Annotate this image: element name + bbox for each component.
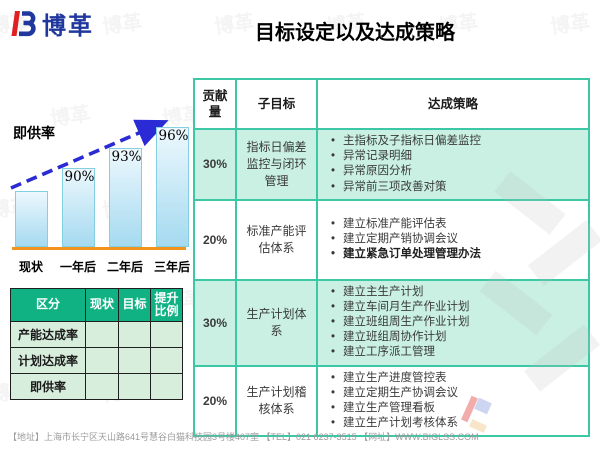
x-axis-label: 三年后 xyxy=(153,260,190,274)
strategy-item: 建立紧急订单处理管理办法 xyxy=(328,247,584,262)
page-title: 目标设定以及达成策略 xyxy=(255,22,455,44)
table-row: 20% 生产计划稽核体系 建立生产进度管控表 建立定期生产协调会议 建立生产管理… xyxy=(193,364,590,438)
summary-cell xyxy=(118,347,151,374)
supply-rate-chart: 即供率 90% 93% 96% 现状 一年后 二年后 三年后 xyxy=(8,115,190,280)
strategy-item: 主指标及子指标日偏差监控 xyxy=(328,134,584,149)
bar-year3: 96% xyxy=(156,127,189,247)
summary-cell xyxy=(150,373,183,400)
bar-value-label: 96% xyxy=(158,128,189,144)
footer-contact: 【地址】上海市长宁区天山路641号慧谷白猫科技园3号楼407室 【TEL】021… xyxy=(8,432,479,442)
summary-col-target: 目标 xyxy=(118,288,151,322)
x-axis-label: 二年后 xyxy=(106,260,143,274)
summary-col-improve: 提升比例 xyxy=(150,288,183,322)
brand-logo: 博革 xyxy=(8,6,94,41)
strategy-list-cell: 主指标及子指标日偏差监控 异常记录明细 异常原因分析 异常前三项改善对策 xyxy=(316,128,590,201)
subgoal-text: 指标日偏差监控与闭环管理 xyxy=(235,128,318,201)
strategy-list-cell: 建立主生产计划 建立车间月生产作业计划 建立班组周生产作业计划 建立班组周协作计… xyxy=(316,278,590,367)
strategy-item: 建立定期生产协调会议 xyxy=(328,386,584,401)
strategy-col-contribution: 贡献量 xyxy=(193,78,237,130)
summary-table: 区分 现状 目标 提升比例 产能达成率 计划达成率 即供率 xyxy=(10,288,183,400)
table-row: 30% 生产计划体系 建立主生产计划 建立车间月生产作业计划 建立班组周生产作业… xyxy=(193,278,590,367)
strategy-col-subgoal: 子目标 xyxy=(235,78,318,130)
strategy-list-cell: 建立标准产能评估表 建立定期产销协调会议 建立紧急订单处理管理办法 xyxy=(316,198,590,281)
summary-cell xyxy=(118,321,151,348)
contribution-value: 20% xyxy=(193,364,237,438)
bar-year2: 93% xyxy=(109,148,142,247)
strategy-item: 异常前三项改善对策 xyxy=(328,180,584,195)
bar-value-label: 93% xyxy=(111,149,142,165)
bar-current xyxy=(15,191,48,247)
summary-cell xyxy=(150,347,183,374)
strategy-item: 异常原因分析 xyxy=(328,164,584,179)
strategy-item: 建立车间月生产作业计划 xyxy=(328,300,584,315)
summary-cell xyxy=(85,347,119,374)
brand-logo-icon xyxy=(8,9,38,39)
strategy-table: 贡献量 子目标 达成策略 30% 指标日偏差监控与闭环管理 主指标及子指标日偏差… xyxy=(193,78,590,438)
subgoal-text: 生产计划体系 xyxy=(235,278,318,367)
x-axis-label: 一年后 xyxy=(59,260,96,274)
summary-cell xyxy=(85,373,119,400)
table-row: 产能达成率 xyxy=(10,321,183,348)
brand-name: 博革 xyxy=(42,13,94,40)
trend-arrow-icon xyxy=(10,119,169,190)
watermark-mark: 博革 xyxy=(101,11,144,39)
chart-baseline xyxy=(12,247,186,250)
bar-year1: 90% xyxy=(62,168,95,247)
table-row: 即供率 xyxy=(10,373,183,400)
contribution-value: 30% xyxy=(193,128,237,201)
watermark-mark: 博革 xyxy=(549,11,592,39)
summary-cell xyxy=(150,321,183,348)
summary-cell xyxy=(118,373,151,400)
contribution-value: 30% xyxy=(193,278,237,367)
strategy-item: 建立工序派工管理 xyxy=(328,345,584,360)
x-axis-label: 现状 xyxy=(18,260,43,274)
summary-row-label: 即供率 xyxy=(10,373,86,400)
strategy-item: 建立生产管理看板 xyxy=(328,401,584,416)
strategy-item: 建立生产计划考核体系 xyxy=(328,416,584,431)
subgoal-text: 生产计划稽核体系 xyxy=(235,364,318,438)
strategy-list-cell: 建立生产进度管控表 建立定期生产协调会议 建立生产管理看板 建立生产计划考核体系 xyxy=(316,364,590,438)
summary-header-row: 区分 现状 目标 提升比例 xyxy=(10,288,183,322)
strategy-item: 建立生产进度管控表 xyxy=(328,371,584,386)
summary-row-label: 计划达成率 xyxy=(10,347,86,374)
summary-cell xyxy=(85,321,119,348)
strategy-item: 建立班组周生产作业计划 xyxy=(328,315,584,330)
chart-title: 即供率 xyxy=(13,125,55,141)
strategy-item: 建立主生产计划 xyxy=(328,285,584,300)
contribution-value: 20% xyxy=(193,198,237,281)
strategy-item: 建立班组周协作计划 xyxy=(328,330,584,345)
strategy-header-row: 贡献量 子目标 达成策略 xyxy=(193,78,590,130)
watermark-mark: 博革 xyxy=(213,11,256,39)
summary-col-current: 现状 xyxy=(85,288,119,322)
strategy-item: 异常记录明细 xyxy=(328,149,584,164)
table-row: 计划达成率 xyxy=(10,347,183,374)
bar-value-label: 90% xyxy=(64,169,95,185)
table-row: 30% 指标日偏差监控与闭环管理 主指标及子指标日偏差监控 异常记录明细 异常原… xyxy=(193,128,590,201)
strategy-col-strategy: 达成策略 xyxy=(316,78,590,130)
subgoal-text: 标准产能评估体系 xyxy=(235,198,318,281)
summary-col-category: 区分 xyxy=(10,288,86,322)
strategy-item: 建立定期产销协调会议 xyxy=(328,232,584,247)
summary-row-label: 产能达成率 xyxy=(10,321,86,348)
strategy-item: 建立标准产能评估表 xyxy=(328,217,584,232)
table-row: 20% 标准产能评估体系 建立标准产能评估表 建立定期产销协调会议 建立紧急订单… xyxy=(193,198,590,281)
